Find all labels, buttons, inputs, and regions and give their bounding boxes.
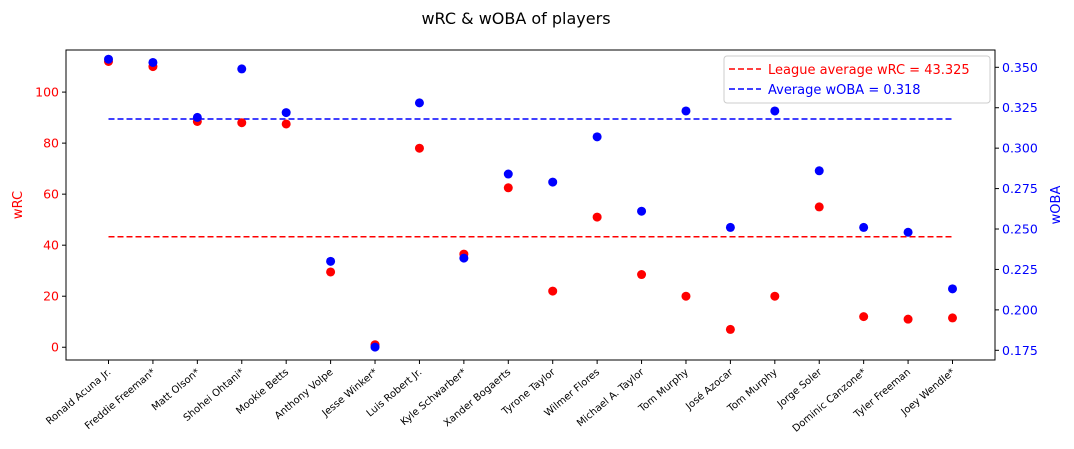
y-right-tick-label-7: 0.350	[1002, 60, 1038, 75]
point-woba-shohei-ohtani-3	[237, 64, 247, 74]
point-woba-luis-robert-jr-7	[414, 98, 424, 108]
point-wrc-mookie-betts-4	[281, 119, 291, 129]
legend-box	[723, 55, 991, 104]
y-left-tick-label-80: 80	[43, 136, 59, 151]
point-wrc-tom-murphy-15	[770, 291, 780, 301]
point-woba-freddie-freeman-1	[148, 57, 158, 67]
point-woba-wilmer-flores-11	[592, 132, 602, 142]
y-right-tick-label-0: 0.175	[1002, 343, 1038, 358]
y-axis-right-label: wOBA	[1049, 186, 1064, 225]
point-wrc-wilmer-flores-11	[592, 212, 602, 222]
legend-label-woba-average: Average wOBA = 0.318	[768, 83, 921, 98]
y-right-tick-label-1: 0.200	[1002, 302, 1038, 317]
point-woba-ronald-acuna-jr-0	[104, 54, 113, 64]
point-wrc-tom-murphy-13	[681, 291, 691, 301]
y-right-tick-label-6: 0.325	[1002, 100, 1038, 115]
point-woba-xander-bogaerts-9	[503, 169, 513, 179]
point-woba-dominic-canzone-17	[859, 222, 869, 232]
y-left-tick-label-40: 40	[43, 238, 59, 253]
chart-title: wRC & wOBA of players	[421, 9, 610, 28]
y-left-tick-label-0: 0	[51, 340, 59, 355]
point-wrc-anthony-volpe-5	[326, 267, 336, 277]
point-woba-mookie-betts-4	[281, 108, 291, 118]
y-right-tick-label-5: 0.300	[1002, 141, 1038, 156]
point-woba-anthony-volpe-5	[326, 256, 336, 266]
y-right-tick-label-2: 0.225	[1002, 262, 1038, 277]
y-right-tick-label-4: 0.275	[1002, 181, 1038, 196]
y-axis-left-label: wRC	[11, 191, 26, 219]
point-wrc-dominic-canzone-17	[859, 312, 869, 322]
point-woba-michael-a-taylor-12	[637, 206, 647, 216]
point-woba-joey-wendle-19	[948, 284, 957, 294]
point-woba-jesse-winker-6	[370, 342, 380, 352]
y-left-tick-label-100: 100	[35, 85, 59, 100]
point-woba-jorge-soler-16	[814, 166, 824, 176]
legend-label-wrc-average: League average wRC = 43.325	[768, 63, 970, 78]
point-wrc-jorge-soler-16	[814, 202, 824, 212]
point-woba-tom-murphy-13	[681, 106, 691, 116]
x-tick-label-dominic-canzone-17: Dominic Canzone*	[791, 367, 869, 435]
point-woba-tom-murphy-15	[770, 106, 780, 116]
y-left-tick-label-20: 20	[43, 289, 59, 304]
legend: League average wRC = 43.325 Average wOBA…	[723, 55, 991, 104]
point-wrc-michael-a-taylor-12	[637, 270, 647, 280]
point-wrc-tyler-freeman-18	[903, 314, 913, 324]
point-woba-jos-azocar-14	[725, 222, 735, 232]
point-woba-matt-olson-2	[192, 112, 202, 122]
point-woba-kyle-schwarber-8	[459, 253, 469, 263]
y-left-tick-label-60: 60	[43, 187, 59, 202]
point-wrc-luis-robert-jr-7	[414, 143, 424, 153]
point-woba-tyrone-taylor-10	[548, 177, 558, 187]
point-wrc-xander-bogaerts-9	[503, 183, 513, 193]
point-wrc-shohei-ohtani-3	[237, 118, 247, 128]
plot-frame	[65, 49, 996, 361]
point-wrc-tyrone-taylor-10	[548, 286, 558, 296]
point-wrc-jos-azocar-14	[725, 324, 735, 334]
point-wrc-joey-wendle-19	[948, 313, 957, 323]
point-woba-tyler-freeman-18	[903, 227, 913, 237]
plot-area: Ronald Acuna Jr.Freddie Freeman*Matt Ols…	[35, 54, 1038, 435]
y-right-tick-label-3: 0.250	[1002, 222, 1038, 237]
